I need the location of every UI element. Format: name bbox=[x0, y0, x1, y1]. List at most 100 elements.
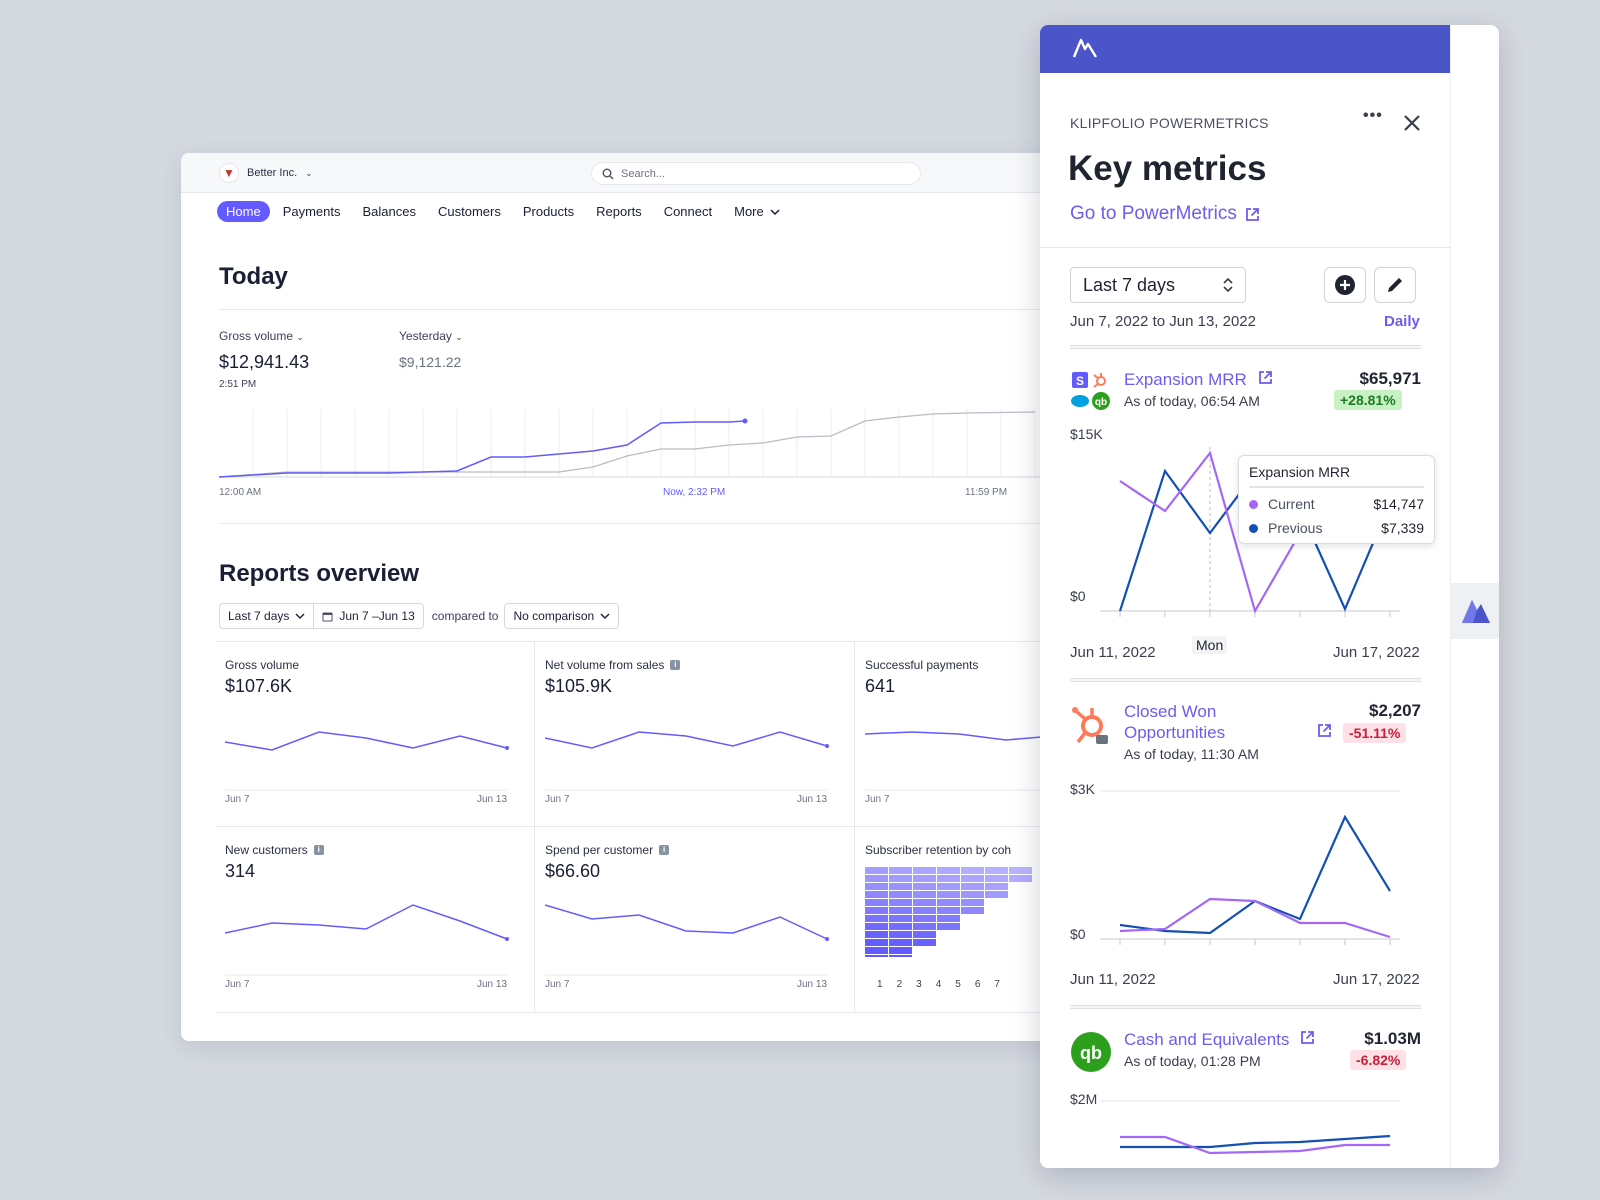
heatmap-cell bbox=[889, 899, 912, 906]
info-icon[interactable]: i bbox=[313, 845, 324, 855]
card-axis-end: Jun 13 bbox=[797, 794, 828, 805]
granularity-link[interactable]: Daily bbox=[1384, 313, 1420, 330]
heatmap-cell bbox=[961, 907, 984, 914]
tooltip-current-label: Current bbox=[1268, 496, 1315, 512]
report-card-successful-payments[interactable]: Successful payments 641 Jun 7 bbox=[855, 641, 1061, 827]
metric-name: Expansion MRR bbox=[1124, 370, 1247, 389]
more-icon[interactable]: ••• bbox=[1363, 107, 1383, 124]
report-card-subscriber-retention[interactable]: Subscriber retention by coh 1 2 3 4 5 6 … bbox=[855, 827, 1061, 1013]
report-cards: Gross volume $107.6K Jun 7 Jun 13 Net vo… bbox=[215, 641, 1061, 1013]
report-card-net-volume[interactable]: Net volume from sales i $105.9K Jun 7 Jun… bbox=[535, 641, 855, 827]
card-axis-start: Jun 7 bbox=[225, 979, 250, 990]
nav-home[interactable]: Home bbox=[217, 201, 270, 222]
card-axis-start: Jun 7 bbox=[865, 794, 890, 805]
heatmap-cell bbox=[865, 907, 888, 914]
heatmap-cell bbox=[865, 883, 888, 890]
go-to-powermetrics-link[interactable]: Go to PowerMetrics bbox=[1070, 203, 1260, 225]
y-axis-min: $0 bbox=[1070, 588, 1086, 604]
heatmap-cell bbox=[961, 875, 984, 882]
report-card-gross-volume[interactable]: Gross volume $107.6K Jun 7 Jun 13 bbox=[215, 641, 535, 827]
date-range: Jun 7, 2022 to Jun 13, 2022 bbox=[1070, 313, 1256, 330]
metric-cash-link[interactable]: Cash and Equivalents bbox=[1124, 1029, 1315, 1050]
tooltip-previous-value: $7,339 bbox=[1381, 520, 1424, 536]
heatmap-cell bbox=[865, 891, 888, 898]
yesterday-selector[interactable]: Yesterday ⌄ bbox=[399, 329, 463, 343]
panel-brand: KLIPFOLIO POWERMETRICS bbox=[1070, 115, 1269, 131]
divider bbox=[1040, 247, 1450, 248]
heatmap-cell bbox=[889, 955, 912, 957]
metric-as-of: As of today, 01:28 PM bbox=[1124, 1053, 1261, 1069]
card-axis-start: Jun 7 bbox=[545, 979, 570, 990]
nav-more-label: More bbox=[734, 204, 764, 219]
metric-expansion-mrr-link[interactable]: Expansion MRR bbox=[1124, 369, 1273, 390]
tooltip-row-current: Current $14,747 bbox=[1249, 496, 1424, 512]
cohort-axis: 1 2 3 4 5 6 7 bbox=[877, 979, 1000, 990]
comparison-select[interactable]: No comparison bbox=[504, 603, 620, 629]
time-range-select[interactable]: Last 7 days bbox=[1070, 267, 1246, 303]
powermetrics-sidebar-button[interactable] bbox=[1451, 583, 1499, 639]
range-select[interactable]: Last 7 days bbox=[219, 603, 315, 629]
heatmap-cell bbox=[937, 915, 960, 922]
x-axis-end: Jun 17, 2022 bbox=[1333, 971, 1420, 988]
divider bbox=[1070, 345, 1421, 349]
edit-button[interactable] bbox=[1374, 267, 1416, 303]
gross-volume-selector[interactable]: Gross volume ⌄ bbox=[219, 329, 304, 343]
svg-text:S: S bbox=[1076, 374, 1084, 388]
add-metric-button[interactable] bbox=[1324, 267, 1366, 303]
panel-content: KLIPFOLIO POWERMETRICS ••• Key metrics G… bbox=[1040, 73, 1450, 1168]
close-icon[interactable] bbox=[1403, 114, 1421, 132]
x-axis-start: Jun 11, 2022 bbox=[1070, 971, 1156, 988]
info-icon[interactable]: i bbox=[670, 660, 681, 670]
report-card-new-customers[interactable]: New customers i 314 Jun 7 Jun 13 bbox=[215, 827, 535, 1013]
metric-name: Cash and Equivalents bbox=[1124, 1030, 1290, 1049]
info-icon[interactable]: i bbox=[659, 845, 670, 855]
nav-connect[interactable]: Connect bbox=[663, 204, 713, 219]
hubspot-icon bbox=[1072, 707, 1108, 744]
stripe-icon bbox=[1072, 372, 1088, 388]
card-axis-start: Jun 7 bbox=[225, 794, 250, 805]
external-link-icon bbox=[1301, 1031, 1315, 1044]
heatmap-cell bbox=[985, 867, 1008, 874]
y-axis-min: $0 bbox=[1070, 926, 1086, 942]
org-switcher[interactable]: ▼ Better Inc. ⌄ bbox=[219, 163, 313, 183]
metric-value: $2,207 bbox=[1369, 701, 1421, 720]
heatmap-cell bbox=[985, 883, 1008, 890]
search-input[interactable]: Search... bbox=[591, 162, 921, 185]
card-title: Spend per customer bbox=[545, 843, 654, 857]
previous-series-line bbox=[1119, 814, 1391, 935]
gross-volume-label: Gross volume bbox=[219, 329, 294, 343]
external-link-icon[interactable] bbox=[1317, 723, 1332, 738]
chevron-down-icon: ⌄ bbox=[296, 332, 304, 342]
card-title: Successful payments bbox=[865, 658, 979, 672]
heatmap-cell bbox=[1009, 867, 1032, 874]
external-link-icon bbox=[1258, 371, 1272, 384]
nav-payments[interactable]: Payments bbox=[282, 204, 341, 219]
card-axis-start: Jun 7 bbox=[545, 794, 570, 805]
compared-to-label: compared to bbox=[431, 609, 499, 623]
today-now-marker bbox=[742, 418, 748, 424]
heatmap-cell bbox=[913, 899, 936, 906]
nav-products[interactable]: Products bbox=[522, 204, 575, 219]
heatmap-cell bbox=[889, 875, 912, 882]
nav-reports[interactable]: Reports bbox=[596, 204, 642, 219]
heatmap-cell bbox=[937, 891, 960, 898]
card-value: $107.6K bbox=[225, 676, 293, 696]
report-card-spend-per-customer[interactable]: Spend per customer i $66.60 Jun 7 Jun 13 bbox=[535, 827, 855, 1013]
divider bbox=[219, 309, 1061, 310]
comparison-value: No comparison bbox=[513, 609, 595, 623]
powermetrics-logo-icon bbox=[1072, 38, 1098, 58]
heatmap-cell bbox=[937, 899, 960, 906]
metric-as-of: As of today, 06:54 AM bbox=[1124, 393, 1260, 409]
cohort-label: 4 bbox=[935, 979, 942, 990]
svg-text:qb: qb bbox=[1080, 1043, 1102, 1063]
heatmap-cell bbox=[913, 915, 936, 922]
nav-customers[interactable]: Customers bbox=[437, 204, 501, 219]
metric-closed-won-link[interactable]: Closed Won Opportunities bbox=[1124, 701, 1225, 743]
card-value: 641 bbox=[865, 676, 896, 696]
heatmap-cell bbox=[865, 899, 888, 906]
heatmap-cell bbox=[985, 891, 1008, 898]
salesforce-icon bbox=[1071, 395, 1089, 407]
nav-balances[interactable]: Balances bbox=[362, 204, 416, 219]
date-picker[interactable]: Jun 7 –Jun 13 bbox=[314, 603, 424, 629]
nav-more[interactable]: More bbox=[734, 204, 780, 219]
